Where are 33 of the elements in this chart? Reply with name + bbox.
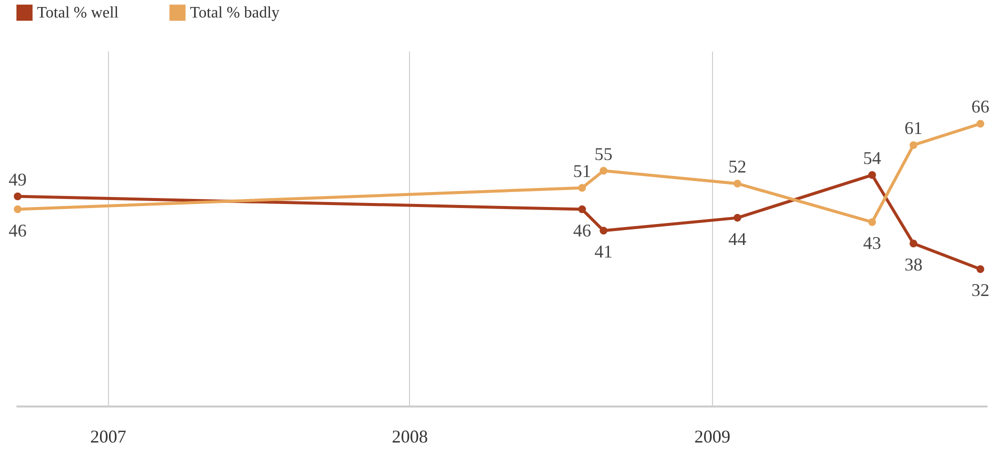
legend-label: Total % well xyxy=(37,4,120,22)
point xyxy=(734,180,742,188)
data-label: 66 xyxy=(971,96,990,117)
point xyxy=(578,205,586,214)
point xyxy=(578,184,586,192)
data-label: 51 xyxy=(573,160,592,181)
point xyxy=(734,214,742,222)
point xyxy=(14,192,22,200)
data-label: 38 xyxy=(904,254,922,274)
data-label: 61 xyxy=(904,118,922,138)
point xyxy=(600,166,608,175)
x-tick-label: 2008 xyxy=(392,426,428,446)
point xyxy=(976,120,984,128)
point xyxy=(600,226,608,235)
data-label: 46 xyxy=(8,220,27,240)
point xyxy=(868,218,876,226)
data-label: 52 xyxy=(728,156,746,177)
point xyxy=(910,240,918,248)
data-label: 41 xyxy=(594,242,613,262)
point xyxy=(910,141,918,149)
data-label: 54 xyxy=(863,148,882,168)
data-label: 49 xyxy=(8,169,27,190)
data-label: 55 xyxy=(594,144,613,164)
point xyxy=(976,265,984,273)
data-label: 46 xyxy=(573,220,592,240)
data-label: 32 xyxy=(971,280,990,300)
point xyxy=(868,171,876,179)
data-label: 44 xyxy=(728,228,746,249)
x-tick-label: 2007 xyxy=(90,426,126,446)
legend-label: Total % badly xyxy=(190,4,280,22)
data-label: 43 xyxy=(863,233,882,254)
point xyxy=(14,205,22,214)
x-tick-label: 2009 xyxy=(694,426,730,446)
